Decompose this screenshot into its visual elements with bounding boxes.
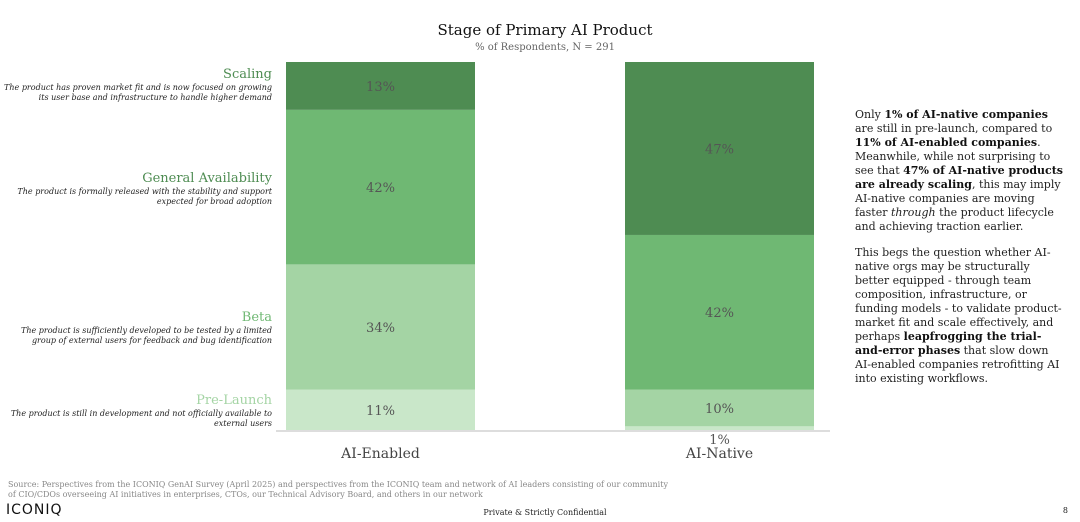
commentary-paragraph-1: Only 1% of AI-native companies are still… xyxy=(855,108,1065,234)
page-number: 8 xyxy=(1062,506,1068,515)
stage-label-pre-launch: Pre-Launch The product is still in devel… xyxy=(2,393,272,429)
data-label: 13% xyxy=(366,80,395,95)
stage-label-general-availability: General Availability The product is form… xyxy=(2,171,272,207)
text: Only xyxy=(855,108,885,121)
stage-description: The product is still in development and … xyxy=(10,409,272,428)
stage-name: General Availability xyxy=(142,171,272,186)
highlight: leapfrogging the trial-and-error phases xyxy=(855,330,1042,357)
commentary: Only 1% of AI-native companies are still… xyxy=(855,108,1065,398)
bar-segment-scaling-ai-native xyxy=(625,62,814,235)
data-label: 10% xyxy=(705,402,734,417)
category-label: AI-Native xyxy=(685,446,753,462)
data-label: 11% xyxy=(366,404,395,419)
text: , this may imply AI-native companies are… xyxy=(855,178,1061,219)
bar-segment-scaling-ai-enabled xyxy=(286,62,475,110)
stage-label-scaling: Scaling The product has proven market fi… xyxy=(2,67,272,103)
confidentiality-note: Private & Strictly Confidential xyxy=(483,508,607,517)
bar-segment-beta-ai-native xyxy=(625,389,814,427)
stage-label-beta: Beta The product is sufficiently develop… xyxy=(2,310,272,346)
stage-name: Scaling xyxy=(223,67,272,82)
commentary-paragraph-2: This begs the question whether AI-native… xyxy=(855,246,1065,386)
stage-description: The product is sufficiently developed to… xyxy=(21,326,272,345)
text: that slow down AI-enabled companies retr… xyxy=(855,344,1060,385)
stacked-bar-chart: 11% 34% 42% 13% AI-Enabled 1% 10% 42% 47% AI-Nati… xyxy=(276,62,830,462)
data-label: 42% xyxy=(705,306,734,321)
highlight: 47% of AI-native products are already sc… xyxy=(855,164,1063,191)
highlight: 11% of AI-enabled companies xyxy=(855,136,1038,149)
chart-subtitle: % of Respondents, N = 291 xyxy=(475,42,615,53)
bar-segment-beta-ai-enabled xyxy=(286,264,475,390)
stage-name: Pre-Launch xyxy=(196,393,272,408)
chart-title: Stage of Primary AI Product xyxy=(437,21,653,39)
data-label: 47% xyxy=(705,142,734,157)
data-label: 1% xyxy=(709,433,730,448)
stage-description: The product has proven market fit and is… xyxy=(4,83,272,102)
bar-segment-pre-launch-ai-enabled xyxy=(286,389,475,430)
iconiq-logo: ICONIQ xyxy=(6,502,63,518)
emphasis: through xyxy=(890,206,936,219)
bar-segment-general-availability-ai-enabled xyxy=(286,109,475,265)
data-label: 34% xyxy=(366,321,395,336)
text: This begs the question whether AI-native… xyxy=(855,246,1062,343)
bar-segment-pre-launch-ai-native xyxy=(625,426,814,430)
bar-segment-general-availability-ai-native xyxy=(625,234,814,390)
category-label: AI-Enabled xyxy=(340,446,420,462)
text: are still in pre-launch, compared to xyxy=(855,122,1053,135)
source-note: Source: Perspectives from the ICONIQ Gen… xyxy=(8,480,668,499)
stage-description: The product is formally released with th… xyxy=(17,187,272,206)
text: the product lifecycle and achieving trac… xyxy=(855,206,1054,233)
stage-name: Beta xyxy=(241,310,272,325)
data-label: 42% xyxy=(366,181,395,196)
highlight: 1% of AI-native companies xyxy=(884,108,1048,121)
text: . Meanwhile, while not surprising to see… xyxy=(855,136,1051,177)
